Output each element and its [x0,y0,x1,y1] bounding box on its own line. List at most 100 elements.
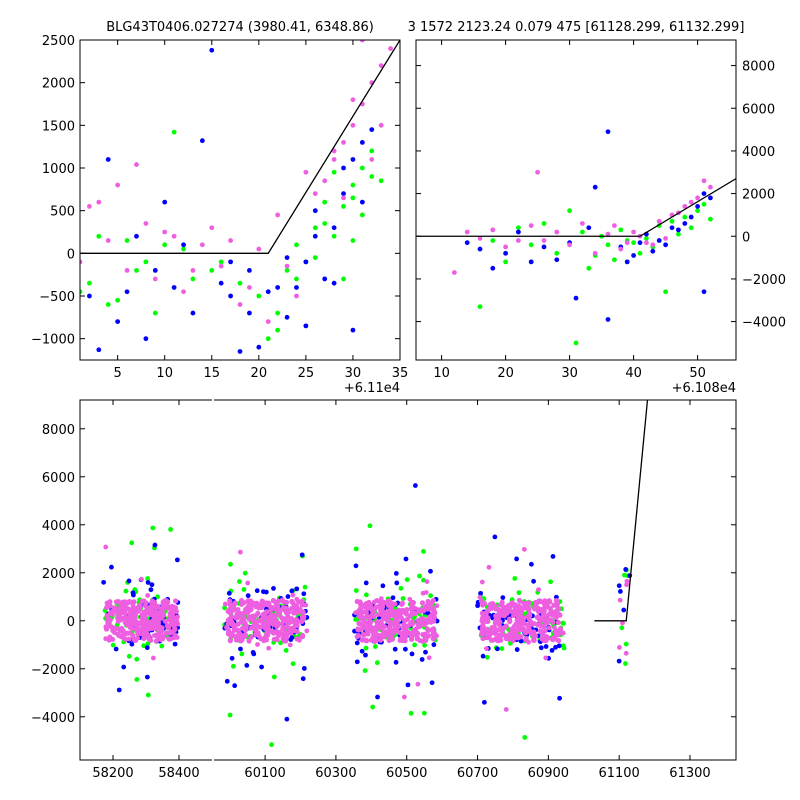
top-left-magenta-point [312,191,318,197]
bottom-magenta-core-point [166,625,172,631]
bottom-magenta-core-point [526,613,533,619]
bottom-magenta-core-point [365,601,371,608]
bottom-magenta-core-point [547,605,553,612]
bottom-magenta-core-point [294,628,300,635]
top-left-magenta-point [171,233,177,239]
top-right-blue-point [624,259,630,265]
bottom-magenta-core-point [250,617,256,624]
bottom-blue-point [393,570,399,576]
bottom-magenta-core-point [501,605,507,611]
top-left-blue-point [96,347,102,353]
bottom-green-point [560,620,566,626]
bottom-magenta-core-point [171,623,177,629]
top-right-y-tick-label: 0 [742,230,750,245]
bottom-magenta-core-point [238,634,245,641]
top-right-green-point [669,218,675,224]
bottom-magenta-core-point [149,621,155,627]
bottom-magenta-core-point [151,600,158,606]
bottom-magenta-point [521,546,527,552]
top-right-magenta-point [612,223,617,229]
top-right-blue-point [586,225,592,231]
top-right-green-point [586,265,592,271]
top-left-magenta-point [341,140,346,145]
top-left-magenta-point [359,40,365,43]
bottom-blue-point [301,591,307,597]
bottom-magenta-core-point [484,617,490,623]
bottom-green-point [269,742,274,748]
bottom-magenta-point [423,590,429,595]
top-left-magenta-point [134,162,139,167]
bottom-magenta-core-point [478,598,485,604]
top-left-blue-point [87,293,92,299]
bottom-magenta-core-point [371,631,377,637]
bottom-blue-point [109,564,114,570]
bottom-blue-point [353,563,359,569]
bottom-magenta-core-point [397,636,404,642]
bottom-blue-point [494,646,500,652]
bottom-magenta-core-point [248,634,254,640]
bottom-magenta-core-point [387,627,393,633]
top-right-green-point [605,242,611,248]
bottom-magenta-point [222,601,228,607]
bottom-magenta-core-point [509,600,515,606]
top-right-green-point [541,221,547,226]
top-left-green-point [294,242,299,248]
bottom-green-point [404,577,410,582]
bottom-magenta-core-point [368,637,374,643]
bottom-magenta-core-point [136,608,142,614]
top-right-magenta-point [490,227,496,233]
bottom-magenta-core-point [133,622,139,628]
bottom-magenta-core-point [555,606,561,612]
top-right-blue-point [695,204,700,209]
bottom-magenta-core-point [248,606,254,613]
top-left-blue-point [143,336,149,342]
bottom-green-point [353,588,359,593]
bottom-magenta-core-point [153,638,159,644]
bottom-green-point [241,587,247,592]
bottom-magenta-core-point [289,615,295,622]
bottom-blue-point [144,674,150,680]
top-right-green-point [695,208,700,214]
bottom-magenta-point [486,564,492,570]
bottom-magenta-point [479,579,485,585]
bottom-blue-point [288,637,294,643]
bottom-y-tick-label: 8000 [42,423,75,438]
bottom-magenta-core-point [270,597,276,604]
bottom-event-point [623,567,629,572]
bottom-magenta-point [503,707,509,712]
bottom-magenta-core-point [365,631,371,637]
top-left-magenta-point [275,212,281,218]
top-left-y-tick-label: −500 [39,290,75,305]
bottom-green-point [560,643,566,649]
bottom-magenta-point [160,633,166,639]
top-left-green-point [350,238,356,243]
bottom-green-point [422,642,428,648]
bottom-blue-point [144,645,150,651]
bottom-blue-point [101,579,107,585]
top-left-x-tick-label: 20 [251,366,268,381]
top-right-magenta-point [695,195,700,201]
bottom-magenta-core-point [539,630,546,637]
top-left-green-point [87,280,92,286]
bottom-magenta-core-point [127,599,133,605]
bottom-blue-point [121,664,127,670]
bottom-y-tick-label: −2000 [31,663,75,678]
bottom-blue-point [113,646,119,652]
bottom-magenta-core-point [480,635,486,642]
top-right-blue-point [528,259,534,265]
bottom-magenta-core-point [422,631,428,637]
bottom-magenta-core-point [131,636,137,642]
top-left-blue-point [359,140,365,145]
top-right-x-tick-label: 50 [689,366,706,381]
top-left-magenta-point [303,169,309,175]
top-left-blue-point [171,285,177,290]
bottom-blue-point [226,590,232,596]
bottom-magenta-core-point [276,632,282,638]
bottom-magenta-core-point [129,625,135,631]
bottom-blue-point [500,595,506,601]
top-left-blue-point [181,242,186,248]
bottom-blue-point [557,695,562,701]
bottom-green-point [302,584,308,590]
top-left-magenta-point [199,242,205,248]
top-left-magenta-point [80,259,83,265]
